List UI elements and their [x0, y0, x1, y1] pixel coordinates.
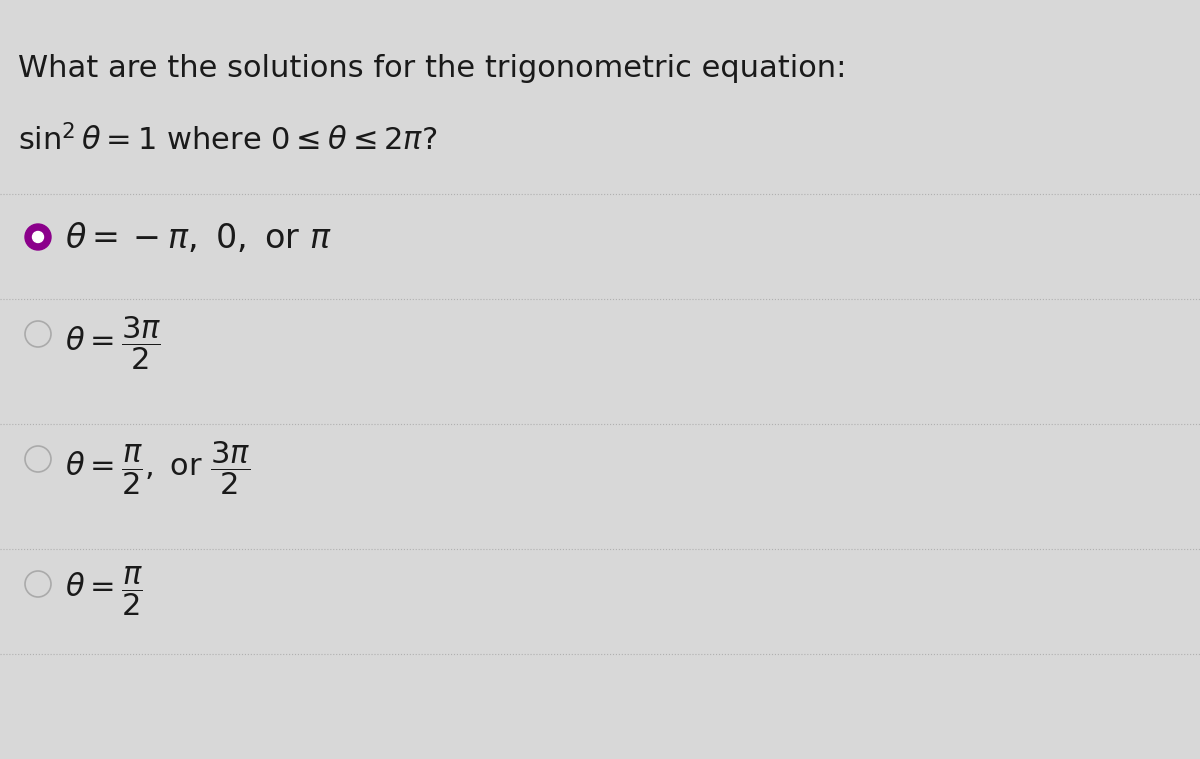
Text: $\theta = \dfrac{\pi}{2},$ or $\dfrac{3\pi}{2}$: $\theta = \dfrac{\pi}{2},$ or $\dfrac{3\…	[65, 439, 251, 496]
Text: $\theta = -\pi,\ 0,$ or $\pi$: $\theta = -\pi,\ 0,$ or $\pi$	[65, 221, 331, 255]
Text: $\theta = \dfrac{\pi}{2}$: $\theta = \dfrac{\pi}{2}$	[65, 564, 143, 618]
Text: What are the solutions for the trigonometric equation:: What are the solutions for the trigonome…	[18, 54, 846, 83]
Text: $\sin^2\theta = 1$ where $0 \leq \theta \leq 2\pi$?: $\sin^2\theta = 1$ where $0 \leq \theta …	[18, 124, 438, 156]
Text: $\theta = \dfrac{3\pi}{2}$: $\theta = \dfrac{3\pi}{2}$	[65, 314, 161, 372]
Circle shape	[32, 231, 43, 242]
Circle shape	[25, 224, 50, 250]
